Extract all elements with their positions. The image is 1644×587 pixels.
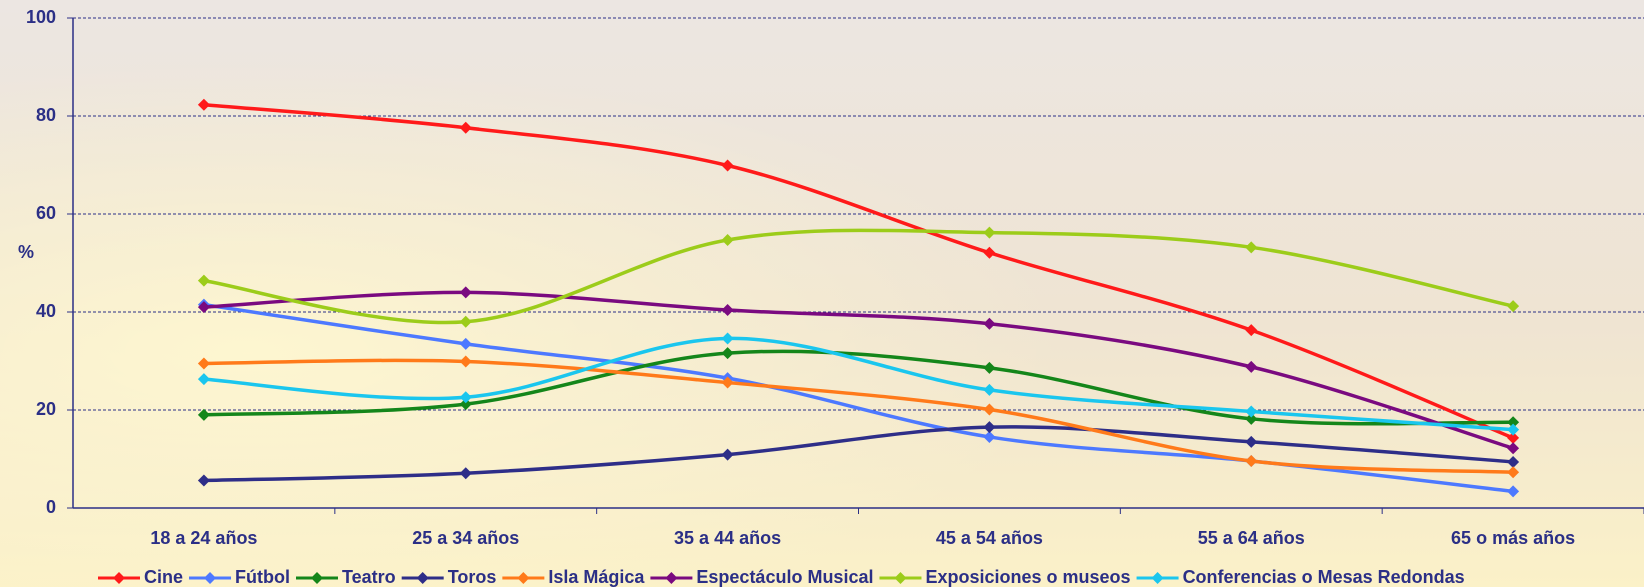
x-tick-label: 18 a 24 años xyxy=(150,528,257,548)
y-tick-label: 80 xyxy=(36,105,56,125)
y-tick-label: 0 xyxy=(46,497,56,517)
x-tick-label: 65 o más años xyxy=(1451,528,1575,548)
legend-label: Exposiciones o museos xyxy=(925,567,1130,587)
y-tick-label: 40 xyxy=(36,301,56,321)
legend-label: Cine xyxy=(144,567,183,587)
x-tick-label: 45 a 54 años xyxy=(936,528,1043,548)
background-glow xyxy=(0,0,1644,587)
legend-label: Teatro xyxy=(342,567,396,587)
x-tick-label: 35 a 44 años xyxy=(674,528,781,548)
x-tick-label: 55 a 64 años xyxy=(1198,528,1305,548)
legend-label: Fútbol xyxy=(235,567,290,587)
y-tick-label: 60 xyxy=(36,203,56,223)
legend-label: Espectáculo Musical xyxy=(696,567,873,587)
legend-label: Conferencias o Mesas Redondas xyxy=(1183,567,1465,587)
chart: % 0 20 40 60 80 100 18 a 24 años 25 a 34 años 35… xyxy=(0,0,1644,587)
legend-label: Toros xyxy=(448,567,497,587)
y-tick-label: 100 xyxy=(26,7,56,27)
legend-label: Isla Mágica xyxy=(548,567,645,587)
y-axis-label: % xyxy=(18,242,34,262)
x-tick-label: 25 a 34 años xyxy=(412,528,519,548)
y-tick-label: 20 xyxy=(36,399,56,419)
